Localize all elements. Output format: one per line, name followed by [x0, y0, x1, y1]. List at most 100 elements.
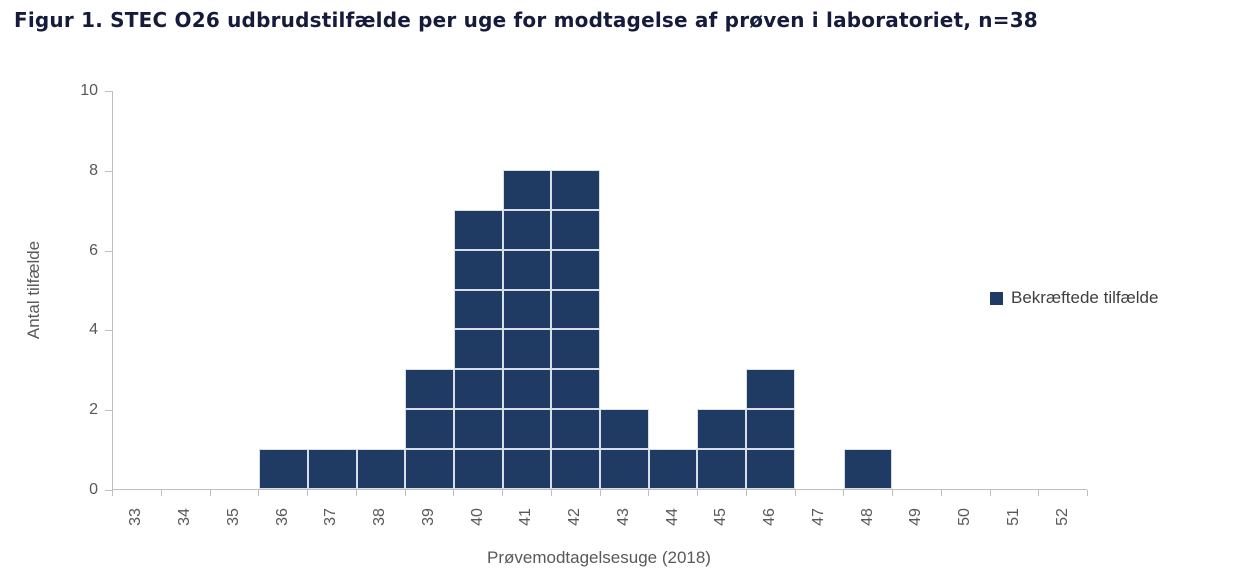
bar-cell [600, 449, 649, 489]
y-tick-label: 0 [89, 481, 98, 498]
bar-cell [453, 209, 503, 250]
bar-column [551, 91, 601, 489]
x-tick-label: 41 [517, 508, 535, 526]
bar-cell [453, 329, 503, 370]
x-tick-slot: 47 [795, 496, 844, 538]
y-tick-mark [105, 170, 112, 172]
x-tick-slot: 51 [990, 496, 1039, 538]
bar-column [600, 91, 649, 489]
bar-column [892, 91, 941, 489]
bar-cell [551, 289, 601, 330]
bar-column [259, 91, 308, 489]
bar-column [941, 91, 990, 489]
bar-column [453, 91, 503, 489]
bar-cell [551, 209, 601, 250]
y-tick-mark [105, 410, 112, 412]
bar-column [502, 91, 552, 489]
x-tick-label: 37 [322, 508, 340, 526]
x-tick-label: 45 [712, 508, 730, 526]
bar-cell [453, 249, 503, 290]
x-tick-label: 48 [858, 508, 876, 526]
x-tick-label: 42 [566, 508, 584, 526]
bar-cell [307, 449, 357, 489]
bar-cell [453, 409, 503, 450]
x-tick-slot: 44 [648, 496, 697, 538]
x-tick-slot: 34 [161, 496, 210, 538]
x-tick-slot: 38 [356, 496, 405, 538]
x-tick-label: 44 [663, 508, 681, 526]
bar-cell [746, 449, 795, 489]
x-tick-slot: 52 [1038, 496, 1087, 538]
x-tick-labels: 33 34 35 36 37 38 39 40 41 42 43 44 45 46 47 48 49 50 51 52 [112, 496, 1087, 538]
x-tick-slot: 36 [258, 496, 307, 538]
x-tick-label: 33 [127, 508, 145, 526]
x-tick-slot: 46 [746, 496, 795, 538]
bar-cell [453, 369, 503, 410]
x-tick-slot: 42 [551, 496, 600, 538]
x-tick-slot: 50 [941, 496, 990, 538]
x-tick-slot: 45 [697, 496, 746, 538]
bar-cell [453, 289, 503, 330]
y-tick-label: 4 [89, 321, 98, 339]
x-tick-label: 50 [956, 508, 974, 526]
bar-cell [697, 449, 747, 489]
y-tick-label: 2 [89, 401, 98, 419]
bar-cell [746, 409, 795, 450]
bar-cell [502, 249, 552, 290]
bar-cell [502, 209, 552, 250]
x-tick-label: 39 [419, 508, 437, 526]
bar-cell [502, 369, 552, 410]
bar-cell [502, 449, 552, 489]
bar-column [795, 91, 844, 489]
bar-cell [551, 409, 601, 450]
bar-cell [551, 329, 601, 370]
bar-column [648, 91, 698, 489]
y-tick-label: 8 [89, 161, 98, 179]
bar-column [405, 91, 454, 489]
y-axis-title: Antal tilfælde [24, 240, 43, 340]
x-tick-slot: 37 [307, 496, 356, 538]
bar-column [210, 91, 259, 489]
x-tick-label: 38 [371, 508, 389, 526]
bar-cell [648, 449, 698, 489]
bar-cell [746, 369, 795, 410]
y-tick-label: 6 [89, 241, 98, 259]
x-tick-label: 51 [1004, 508, 1022, 526]
bar-cell [502, 289, 552, 330]
y-tick-mark [105, 91, 112, 92]
x-tick-label: 34 [176, 508, 194, 526]
figure-title: Figur 1. STEC O26 udbrudstilfælde per ug… [14, 8, 1038, 32]
bar-cell [453, 449, 503, 489]
x-tick-label: 35 [224, 508, 242, 526]
y-tick-label: 10 [80, 82, 98, 99]
legend-label: Bekræftede tilfælde [1011, 288, 1159, 307]
x-tick-label: 40 [468, 508, 486, 526]
bar-column [746, 91, 795, 489]
x-tick-label: 46 [761, 508, 779, 526]
x-tick-label: 47 [809, 508, 827, 526]
bar-cell [502, 409, 552, 450]
y-tick-mark [105, 250, 112, 252]
y-tick-mark [105, 330, 112, 332]
x-tick-label: 43 [614, 508, 632, 526]
bar-column [843, 91, 893, 489]
bar-cell [551, 369, 601, 410]
bar-cell [405, 449, 454, 489]
x-tick-label: 52 [1053, 508, 1071, 526]
x-tick-mark [1087, 490, 1088, 496]
x-tick-slot: 40 [453, 496, 502, 538]
bars-container [113, 91, 1087, 489]
x-tick-label: 36 [273, 508, 291, 526]
x-tick-label: 49 [907, 508, 925, 526]
bar-cell [843, 449, 893, 489]
bar-cell [405, 369, 454, 410]
x-tick-slot: 33 [112, 496, 161, 538]
x-tick-slot: 39 [405, 496, 454, 538]
x-tick-slot: 48 [843, 496, 892, 538]
x-tick-slot: 41 [502, 496, 551, 538]
bar-cell [551, 249, 601, 290]
bar-cell [356, 449, 406, 489]
bar-cell [502, 169, 552, 210]
bar-column [113, 91, 162, 489]
